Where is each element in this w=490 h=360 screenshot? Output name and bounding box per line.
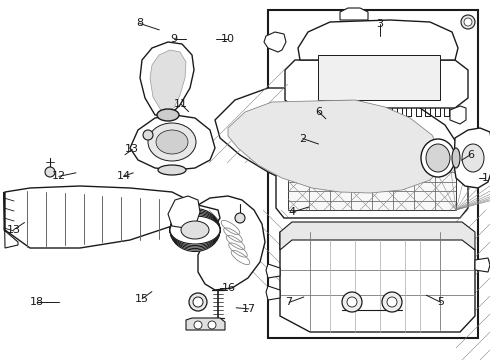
Ellipse shape	[170, 208, 220, 252]
Circle shape	[189, 293, 207, 311]
Ellipse shape	[158, 165, 186, 175]
Circle shape	[143, 130, 153, 140]
Circle shape	[193, 297, 203, 307]
Polygon shape	[140, 42, 194, 115]
Ellipse shape	[170, 215, 220, 246]
Text: 18: 18	[30, 297, 44, 307]
Text: 10: 10	[221, 34, 235, 44]
Polygon shape	[276, 155, 468, 218]
Text: 7: 7	[286, 297, 293, 307]
Polygon shape	[266, 264, 280, 278]
Text: 5: 5	[438, 297, 444, 307]
Ellipse shape	[148, 123, 196, 161]
Text: 17: 17	[242, 304, 256, 314]
Circle shape	[45, 167, 55, 177]
Polygon shape	[298, 20, 458, 60]
Text: 2: 2	[299, 134, 306, 144]
Polygon shape	[215, 88, 458, 202]
Text: 13: 13	[125, 144, 139, 154]
Ellipse shape	[170, 211, 220, 248]
Circle shape	[342, 292, 362, 312]
Circle shape	[387, 297, 397, 307]
Ellipse shape	[421, 139, 455, 177]
Circle shape	[194, 321, 202, 329]
Polygon shape	[318, 55, 440, 100]
Polygon shape	[130, 115, 215, 170]
Polygon shape	[454, 128, 490, 188]
Polygon shape	[280, 222, 475, 250]
Polygon shape	[340, 8, 368, 20]
Polygon shape	[4, 192, 18, 248]
Text: 8: 8	[136, 18, 143, 28]
Text: 6: 6	[467, 150, 474, 160]
Circle shape	[382, 292, 402, 312]
Polygon shape	[266, 286, 280, 300]
Polygon shape	[264, 32, 286, 52]
Bar	[288, 163, 456, 210]
Text: 13: 13	[7, 225, 21, 235]
Ellipse shape	[462, 144, 484, 172]
Polygon shape	[198, 196, 265, 290]
Polygon shape	[280, 232, 475, 332]
Text: 4: 4	[288, 207, 295, 217]
Text: 11: 11	[174, 99, 188, 109]
Polygon shape	[5, 186, 190, 248]
Polygon shape	[228, 100, 442, 193]
Ellipse shape	[170, 216, 220, 244]
Circle shape	[464, 18, 472, 26]
Ellipse shape	[157, 109, 179, 121]
Text: 6: 6	[315, 107, 322, 117]
Ellipse shape	[170, 213, 220, 247]
Text: 14: 14	[117, 171, 130, 181]
Ellipse shape	[156, 130, 188, 154]
Text: 3: 3	[376, 19, 383, 30]
Polygon shape	[475, 258, 490, 272]
Ellipse shape	[452, 148, 460, 168]
Ellipse shape	[170, 210, 220, 250]
Polygon shape	[285, 60, 468, 108]
Polygon shape	[186, 318, 225, 330]
Polygon shape	[450, 106, 466, 124]
Ellipse shape	[426, 144, 450, 172]
Circle shape	[461, 15, 475, 29]
Text: 9: 9	[171, 34, 177, 44]
Circle shape	[347, 297, 357, 307]
Text: 15: 15	[135, 294, 149, 304]
Ellipse shape	[181, 221, 209, 239]
Text: 12: 12	[52, 171, 66, 181]
Text: 1: 1	[482, 173, 489, 183]
Polygon shape	[168, 196, 200, 228]
Bar	[268, 10, 478, 338]
Text: 16: 16	[222, 283, 236, 293]
Circle shape	[235, 213, 245, 223]
Circle shape	[208, 321, 216, 329]
Polygon shape	[150, 50, 186, 112]
